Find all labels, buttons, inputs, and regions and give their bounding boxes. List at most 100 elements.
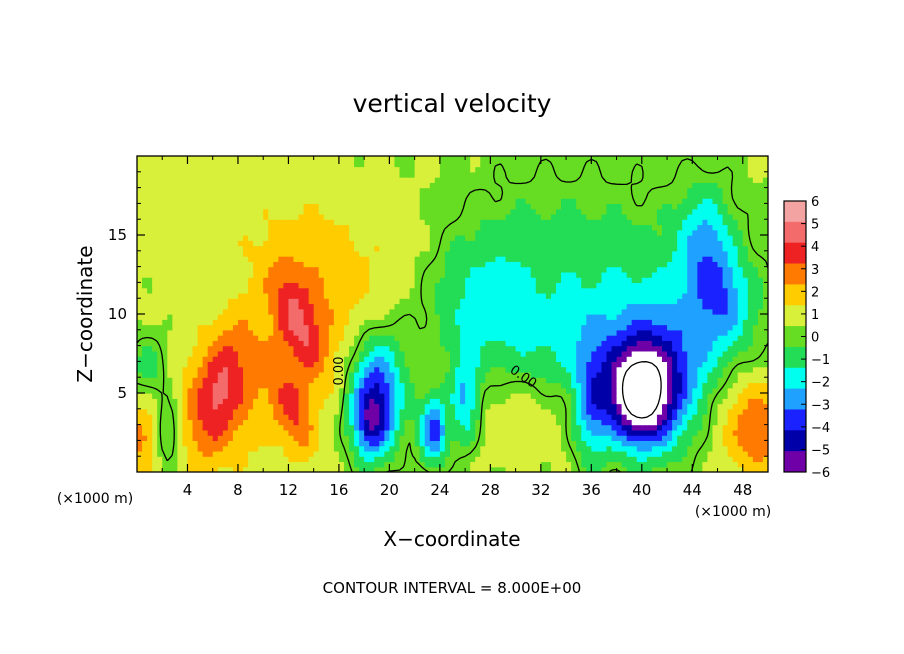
heatmap-cell — [232, 456, 239, 463]
heatmap-cell — [606, 287, 613, 294]
heatmap-cell — [475, 440, 481, 447]
heatmap-cell — [248, 271, 254, 278]
heatmap-cell — [202, 361, 209, 368]
heatmap-cell — [359, 393, 365, 399]
heatmap-cell — [232, 371, 239, 378]
heatmap-cell — [500, 266, 507, 273]
heatmap-cell — [187, 366, 194, 373]
heatmap-cell — [439, 403, 446, 410]
heatmap-cell — [338, 287, 345, 294]
heatmap-cell — [490, 366, 497, 373]
heatmap-cell — [505, 382, 512, 389]
heatmap-cell — [460, 414, 466, 420]
heatmap-cell — [227, 266, 234, 273]
heatmap-cell — [308, 461, 315, 468]
heatmap-cell — [687, 419, 693, 426]
heatmap-cell — [571, 345, 577, 352]
heatmap-cell — [268, 287, 274, 294]
heatmap-cell — [404, 408, 411, 415]
heatmap-cell — [278, 419, 284, 426]
heatmap-cell — [263, 398, 269, 405]
heatmap-cell — [349, 324, 355, 331]
heatmap-cell — [439, 335, 446, 341]
heatmap-cell — [298, 461, 305, 468]
heatmap-cell — [152, 340, 158, 347]
heatmap-cell — [586, 266, 592, 273]
heatmap-cell — [586, 329, 592, 336]
heatmap-cell — [667, 303, 673, 310]
heatmap-cell — [222, 382, 229, 389]
heatmap-cell — [187, 324, 194, 331]
heatmap-cell — [379, 387, 385, 394]
heatmap-cell — [328, 340, 335, 347]
heatmap-cell — [672, 303, 678, 310]
heatmap-cell — [687, 335, 693, 341]
heatmap-cell — [384, 287, 390, 294]
heatmap-cell — [566, 403, 572, 410]
heatmap-cell — [298, 456, 305, 463]
heatmap-cell — [389, 361, 396, 368]
heatmap-cell — [369, 440, 375, 447]
heatmap-cell — [449, 371, 456, 378]
heatmap-cell — [187, 408, 194, 415]
heatmap-cell — [434, 419, 441, 426]
heatmap-cell — [394, 419, 401, 426]
heatmap-cell — [707, 277, 714, 283]
heatmap-cell — [702, 282, 709, 289]
heatmap-cell — [162, 266, 168, 273]
heatmap-cell — [313, 366, 320, 373]
heatmap-cell — [142, 387, 148, 394]
heatmap-cell — [555, 266, 562, 273]
heatmap-cell — [182, 377, 189, 384]
heatmap-cell — [444, 340, 451, 347]
heatmap-cell — [470, 466, 476, 472]
heatmap-cell — [470, 403, 476, 410]
heatmap-cell — [338, 419, 345, 426]
heatmap-cell — [606, 261, 613, 268]
heatmap-cell — [182, 282, 189, 289]
heatmap-cell — [273, 308, 279, 315]
heatmap-cell — [631, 371, 638, 378]
heatmap-cell — [601, 450, 608, 457]
heatmap-cell — [667, 324, 673, 331]
heatmap-cell — [530, 377, 537, 384]
heatmap-cell — [394, 356, 401, 362]
heatmap-cell — [535, 366, 542, 373]
heatmap-cell — [581, 382, 587, 389]
heatmap-cell — [586, 340, 592, 347]
heatmap-cell — [439, 414, 446, 420]
heatmap-cell — [268, 461, 274, 468]
heatmap-cell — [308, 266, 315, 273]
heatmap-cell — [611, 350, 618, 357]
heatmap-cell — [439, 282, 446, 289]
heatmap-cell — [470, 445, 476, 452]
heatmap-cell — [550, 361, 557, 368]
heatmap-cell — [692, 450, 698, 457]
heatmap-cell — [374, 398, 380, 405]
heatmap-cell — [399, 282, 406, 289]
heatmap-cell — [555, 308, 562, 315]
heatmap-cell — [283, 261, 290, 268]
heatmap-cell — [177, 371, 184, 378]
heatmap-cell — [525, 271, 532, 278]
heatmap-cell — [147, 429, 153, 436]
heatmap-cell — [737, 271, 744, 278]
heatmap-cell — [162, 445, 168, 452]
heatmap-cell — [677, 456, 683, 463]
heatmap-cell — [697, 271, 703, 278]
heatmap-cell — [157, 450, 163, 457]
heatmap-cell — [243, 303, 249, 310]
heatmap-cell — [667, 387, 673, 394]
heatmap-cell — [616, 266, 623, 273]
heatmap-cell — [460, 261, 466, 268]
heatmap-cell — [697, 356, 703, 362]
heatmap-cell — [157, 329, 163, 336]
heatmap-cell — [510, 424, 517, 431]
heatmap-cell — [455, 414, 461, 420]
heatmap-cell — [439, 345, 446, 352]
heatmap-cell — [707, 266, 714, 273]
heatmap-cell — [207, 435, 214, 441]
heatmap-cell — [697, 398, 703, 405]
heatmap-cell — [535, 314, 542, 320]
